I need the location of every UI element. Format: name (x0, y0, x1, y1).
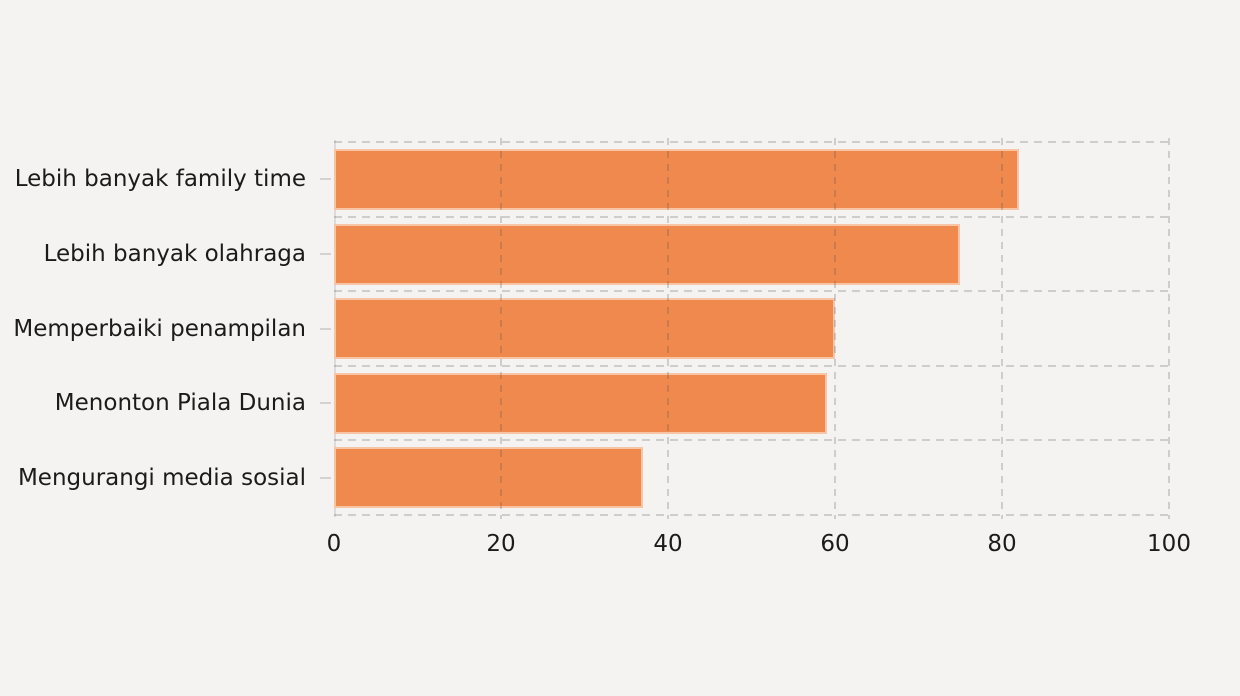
horizontal-gridline (334, 290, 1169, 293)
y-axis-label: Lebih banyak family time (14, 166, 306, 193)
bar (334, 298, 835, 360)
plot-area (320, 138, 1170, 519)
horizontal-gridline (334, 364, 1169, 367)
horizontal-gridline (334, 141, 1169, 143)
y-tick-mark (320, 476, 331, 479)
bar-row (334, 366, 1169, 441)
x-axis-tick-label: 20 (486, 531, 516, 557)
bar (334, 149, 1019, 210)
x-axis-tick-label: 80 (987, 531, 1017, 557)
y-tick-mark (320, 252, 331, 255)
bar (334, 223, 961, 285)
x-axis-tick-label: 40 (653, 531, 683, 557)
y-tick-mark (320, 402, 331, 405)
horizontal-gridline (334, 215, 1169, 218)
bar-row (334, 142, 1169, 217)
y-axis-label: Lebih banyak olahraga (43, 240, 306, 267)
x-axis-tick-label: 0 (326, 531, 342, 557)
bar-row (334, 291, 1169, 366)
y-tick-mark (320, 327, 331, 330)
vertical-gridline (1001, 138, 1003, 519)
vertical-gridline (667, 138, 669, 519)
x-axis-tick-labels: 0 20 40 60 80 100 (327, 531, 1191, 565)
horizontal-gridline (334, 514, 1169, 516)
y-tick-mark (320, 178, 331, 181)
y-axis-label: Memperbaiki penampilan (13, 315, 306, 342)
x-axis-tick-label: 60 (820, 531, 850, 557)
vertical-gridline (1168, 138, 1170, 519)
y-axis-label: Mengurangi media sosial (17, 464, 306, 491)
x-axis-tick-label: 100 (1147, 531, 1191, 557)
bar (334, 447, 643, 509)
bar-row (334, 440, 1169, 515)
vertical-gridline (834, 138, 836, 519)
horizontal-gridline (334, 439, 1169, 442)
bar (334, 372, 827, 434)
y-axis-labels: Lebih banyak family time Lebih banyak ola… (0, 142, 306, 515)
y-axis-label: Menonton Piala Dunia (54, 389, 306, 416)
bar-row (334, 217, 1169, 292)
vertical-gridline (500, 138, 502, 519)
